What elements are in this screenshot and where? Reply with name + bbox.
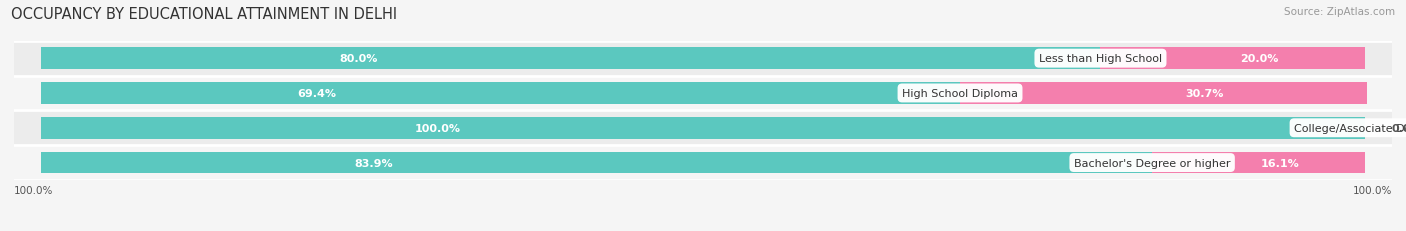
Bar xyxy=(41,118,1365,139)
Bar xyxy=(1101,48,1365,70)
Text: Source: ZipAtlas.com: Source: ZipAtlas.com xyxy=(1284,7,1395,17)
Text: 100.0%: 100.0% xyxy=(1353,185,1392,195)
Bar xyxy=(41,152,1365,174)
Text: 100.0%: 100.0% xyxy=(415,123,461,133)
Legend: Owner-occupied, Renter-occupied: Owner-occupied, Renter-occupied xyxy=(582,228,824,231)
Bar xyxy=(14,146,1392,180)
Bar xyxy=(14,111,1392,146)
Text: 69.4%: 69.4% xyxy=(297,88,336,99)
Text: High School Diploma: High School Diploma xyxy=(903,88,1018,99)
Bar xyxy=(1152,152,1365,174)
Bar xyxy=(14,76,1392,111)
Text: 20.0%: 20.0% xyxy=(1240,54,1278,64)
Bar xyxy=(41,83,960,104)
Bar xyxy=(41,48,1365,70)
Text: 100.0%: 100.0% xyxy=(14,185,53,195)
Bar xyxy=(41,83,1365,104)
Bar xyxy=(41,118,1365,139)
Text: Less than High School: Less than High School xyxy=(1039,54,1161,64)
Bar xyxy=(960,83,1367,104)
Text: OCCUPANCY BY EDUCATIONAL ATTAINMENT IN DELHI: OCCUPANCY BY EDUCATIONAL ATTAINMENT IN D… xyxy=(11,7,398,22)
Text: College/Associate Degree: College/Associate Degree xyxy=(1294,123,1406,133)
Bar xyxy=(41,48,1101,70)
Text: 83.9%: 83.9% xyxy=(354,158,394,168)
Text: 80.0%: 80.0% xyxy=(339,54,378,64)
Text: 0.0%: 0.0% xyxy=(1392,123,1406,133)
Text: Bachelor's Degree or higher: Bachelor's Degree or higher xyxy=(1074,158,1230,168)
Bar xyxy=(14,42,1392,76)
Text: 16.1%: 16.1% xyxy=(1261,158,1299,168)
Bar xyxy=(41,152,1152,174)
Text: 30.7%: 30.7% xyxy=(1185,88,1223,99)
